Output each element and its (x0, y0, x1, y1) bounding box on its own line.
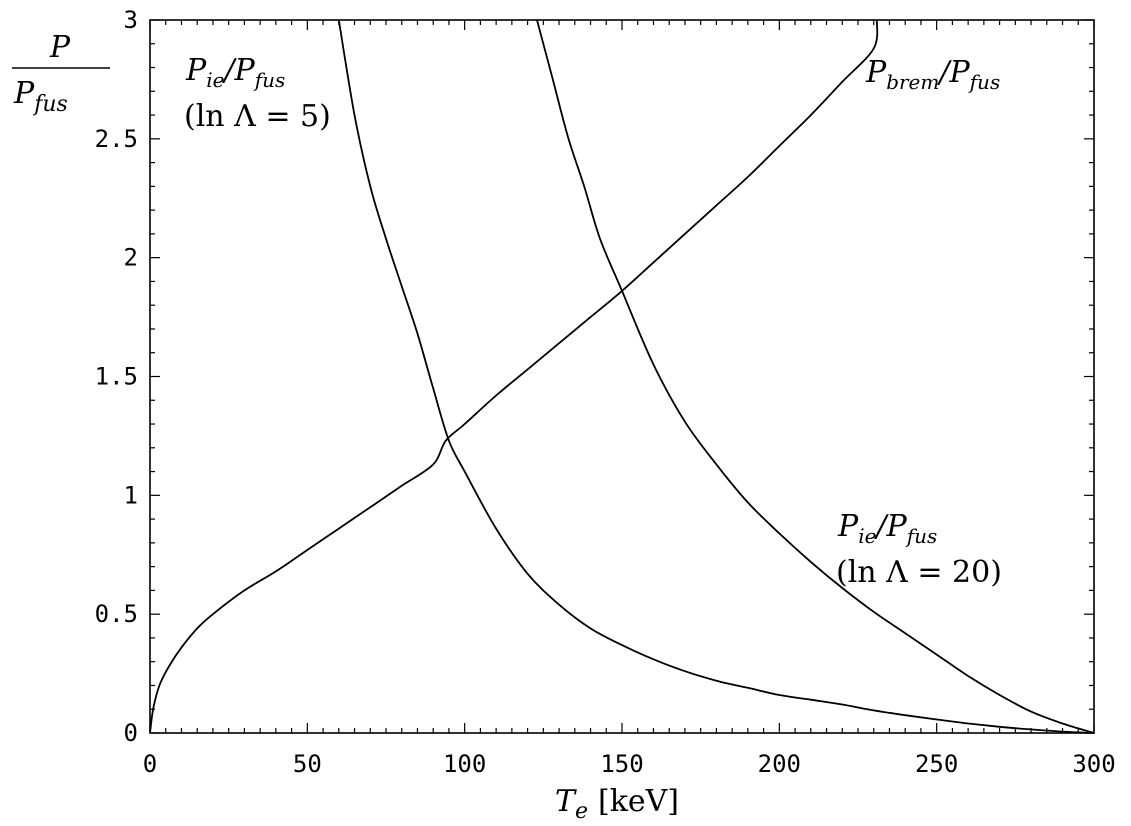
annotation-pbrem: Pbrem/Pfus (865, 55, 1000, 94)
y-tick-label: 0 (124, 719, 138, 747)
annotation-pie-ln20-ratio: Pie/Pfus (837, 509, 937, 548)
annotation-pie-ln20: Pie/Pfus (ln Λ = 20) (836, 509, 1002, 590)
y-tick-label: 0.5 (95, 600, 138, 628)
annotation-pbrem-ratio: Pbrem/Pfus (865, 55, 1000, 94)
x-tick-label: 100 (443, 750, 486, 778)
annotation-pie-ln5-ratio: Pie/Pfus (185, 53, 285, 92)
y-tick-labels: 0 0.5 1 1.5 2 2.5 3 (95, 6, 138, 747)
annotation-pie-ln5-note: (ln Λ = 5) (184, 99, 331, 134)
y-tick-label: 3 (124, 6, 138, 34)
y-tick-label: 1.5 (95, 363, 138, 391)
x-label-unit: [keV] (598, 784, 679, 819)
x-tick-label: 50 (293, 750, 322, 778)
x-axis-label: Te [keV] (555, 784, 679, 824)
x-label-symbol: Te (555, 784, 588, 824)
y-tick-label: 2 (124, 244, 138, 272)
x-tick-label: 250 (915, 750, 958, 778)
x-tick-label: 200 (758, 750, 801, 778)
y-tick-label: 2.5 (95, 125, 138, 153)
curve-pbrem (149, 19, 879, 734)
y-label-numerator: P (49, 30, 71, 65)
annotation-pie-ln20-note: (ln Λ = 20) (836, 555, 1002, 590)
data-curves (149, 19, 1095, 734)
annotation-pie-ln5: Pie/Pfus (ln Λ = 5) (184, 53, 331, 134)
y-label-denominator: Pfus (13, 76, 68, 117)
x-tick-label: 0 (143, 750, 157, 778)
y-tick-label: 1 (124, 481, 138, 509)
x-tick-label: 150 (600, 750, 643, 778)
y-axis-label: P Pfus (12, 30, 110, 117)
curve-pie-ln5 (337, 19, 1095, 734)
x-tick-labels: 0 50 100 150 200 250 300 (143, 750, 1116, 778)
curve-pie-ln20 (536, 19, 1095, 734)
x-tick-label: 300 (1072, 750, 1115, 778)
